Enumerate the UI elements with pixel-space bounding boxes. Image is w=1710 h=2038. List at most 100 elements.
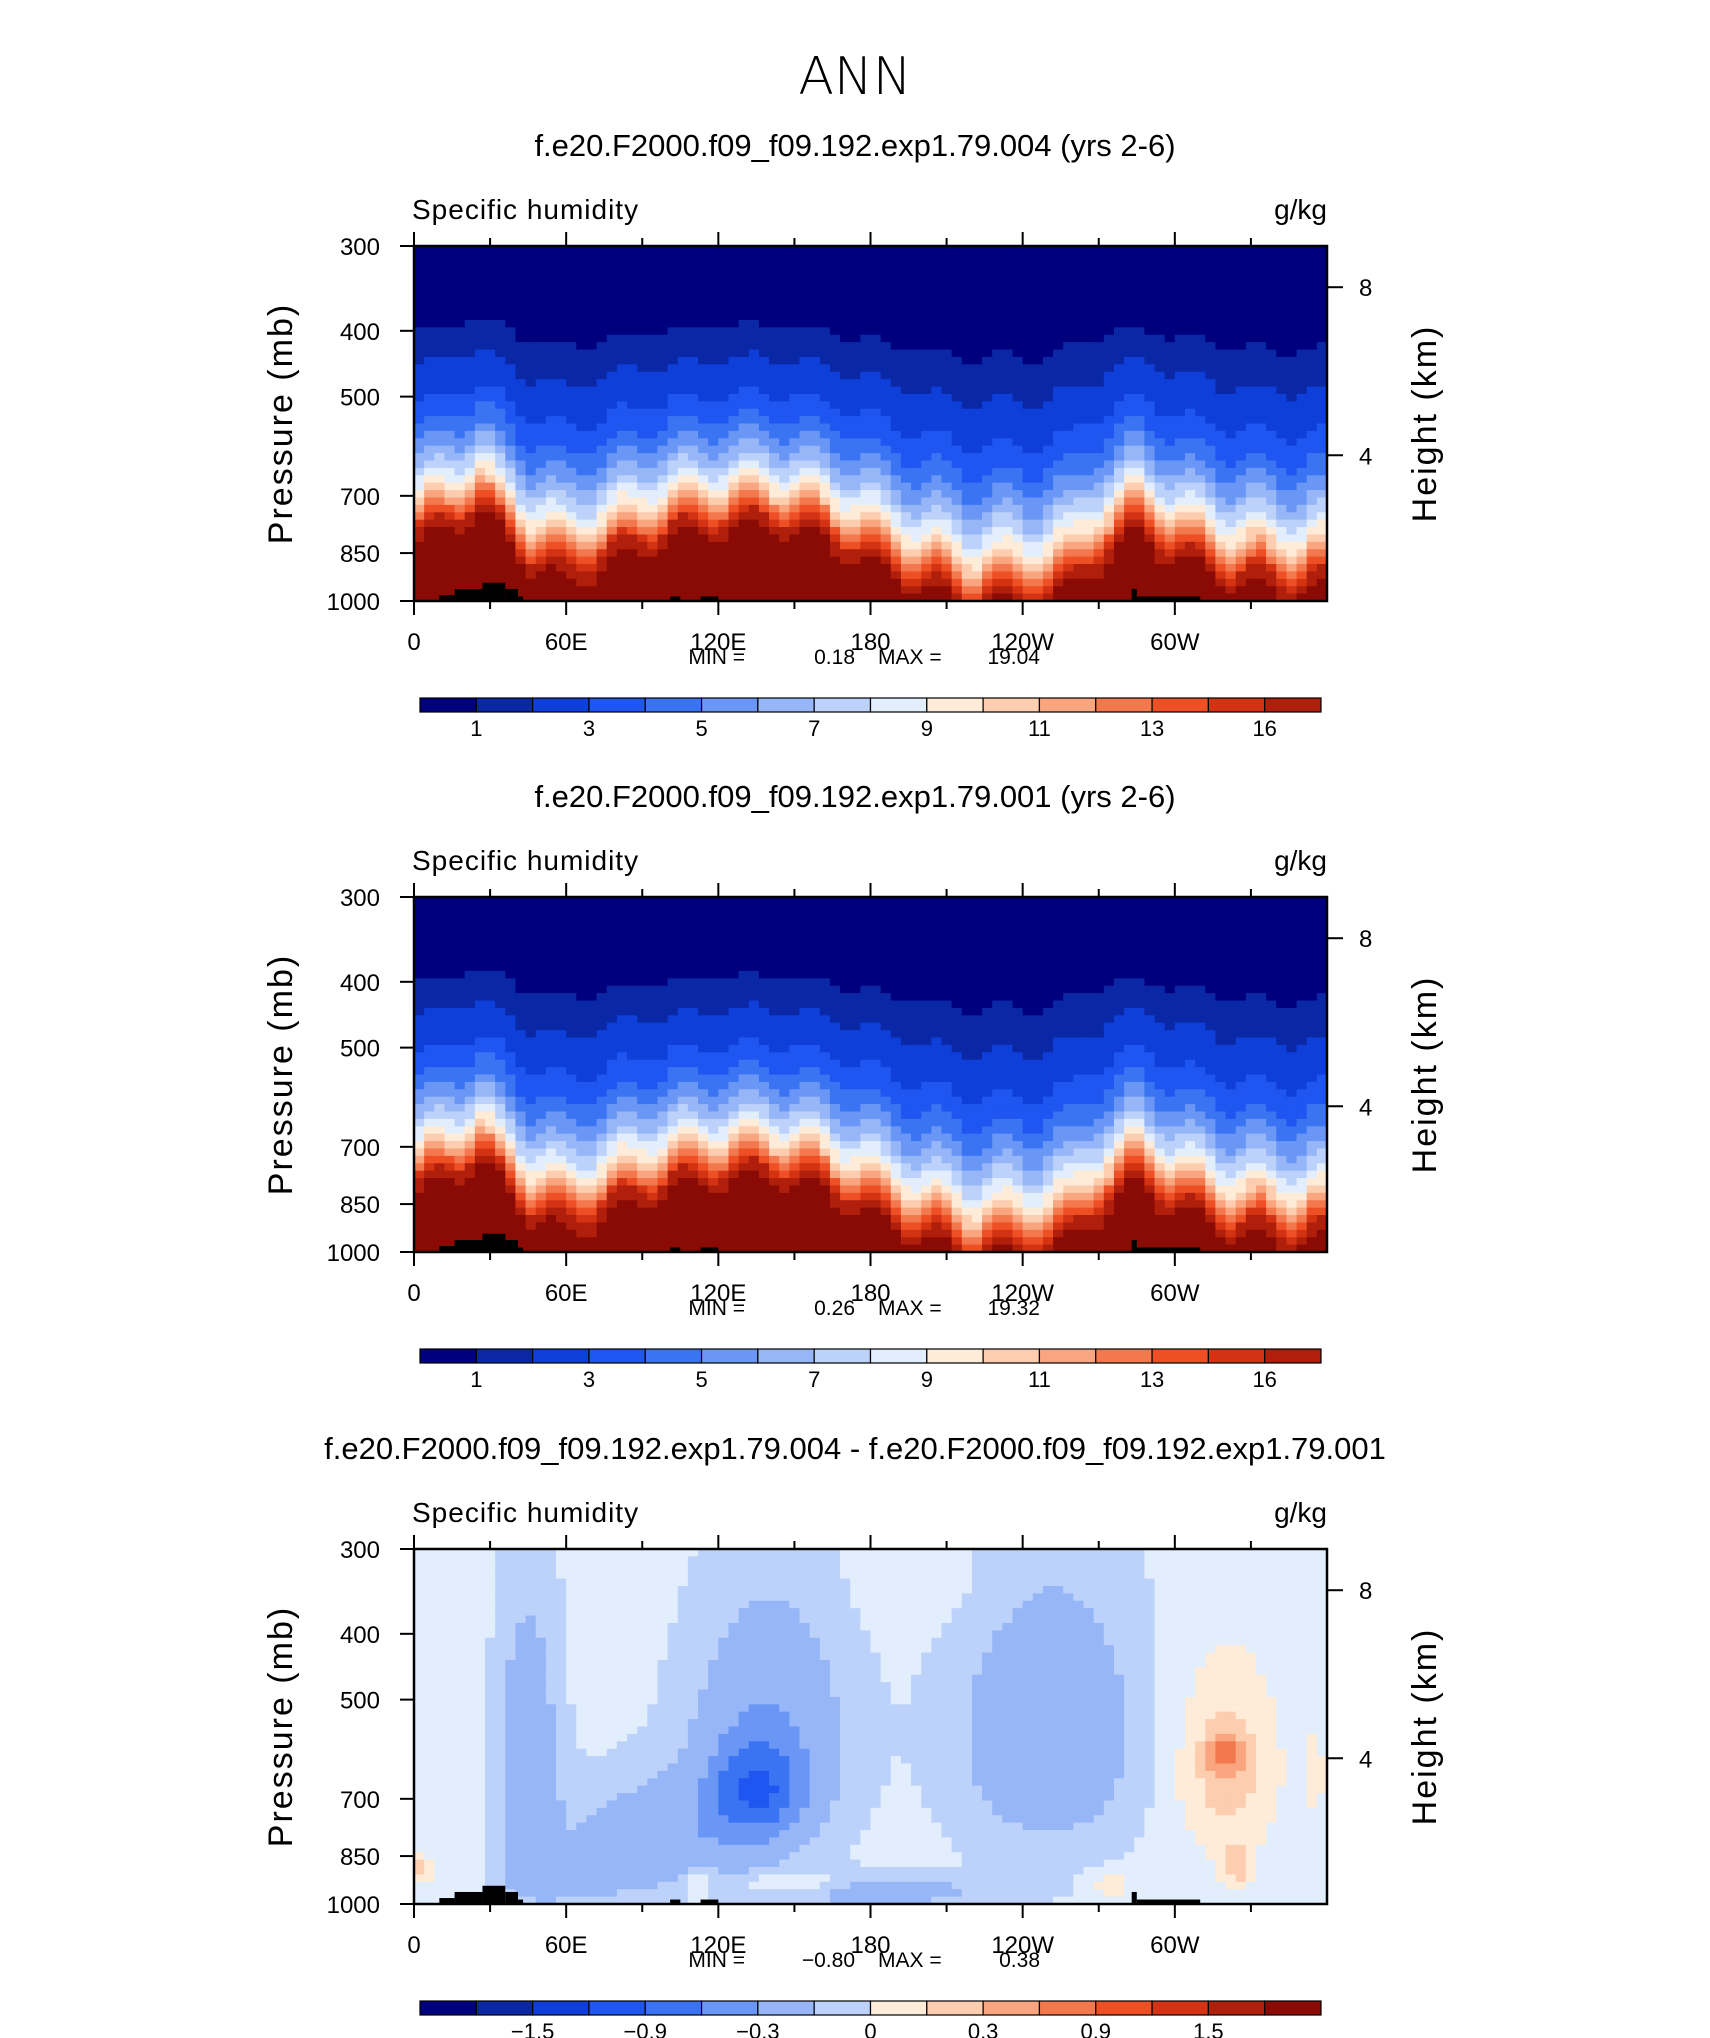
field-cell (1022, 445, 1034, 454)
field-cell (951, 430, 963, 439)
field-cell (769, 364, 780, 373)
field-cell (1215, 438, 1227, 447)
field-cell (464, 956, 476, 965)
field-cell (1002, 593, 1014, 602)
field-cell (931, 401, 943, 410)
field-cell (586, 586, 598, 595)
field-cell (444, 1037, 456, 1046)
field-cell (485, 1030, 496, 1039)
field-cell (545, 312, 557, 321)
field-cell (1245, 393, 1257, 402)
field-cell (1286, 282, 1298, 291)
field-cell (829, 297, 841, 306)
field-cell (1195, 586, 1206, 595)
field-cell (779, 364, 790, 373)
field-cell (789, 312, 801, 321)
field-cell (971, 564, 983, 573)
field-cell (840, 430, 851, 439)
field-cell (1215, 519, 1227, 528)
field-cell (718, 512, 730, 521)
field-cell (1266, 460, 1277, 469)
field-cell (789, 416, 801, 425)
field-cell (850, 290, 861, 299)
field-cell (1093, 593, 1105, 602)
field-cell (971, 586, 983, 595)
field-cell (616, 586, 628, 595)
field-cell (961, 268, 973, 277)
field-cell (1042, 490, 1054, 499)
field-cell (921, 460, 932, 469)
field-cell (515, 356, 527, 365)
field-cell (900, 246, 912, 254)
field-cell (951, 312, 963, 321)
stat-min-value: 0.18 (814, 646, 855, 669)
field-cell (961, 334, 973, 343)
field-cell (738, 408, 750, 417)
field-cell (566, 379, 577, 388)
field-cell (1144, 445, 1156, 454)
field-cell (728, 386, 740, 395)
field-cell (647, 342, 659, 351)
field-cell (677, 578, 689, 587)
field-cell (779, 342, 790, 351)
field-cell (1266, 246, 1277, 254)
field-cell (434, 919, 446, 928)
field-cell (890, 467, 902, 476)
field-cell (495, 1089, 506, 1098)
field-cell (819, 297, 831, 306)
field-cell (464, 926, 476, 935)
field-cell (911, 497, 922, 506)
field-cell (454, 897, 466, 905)
field-cell (1245, 475, 1257, 484)
field-cell (931, 334, 943, 343)
field-cell (1174, 534, 1186, 543)
field-cell (444, 312, 456, 321)
field-cell (779, 467, 790, 476)
field-cell (992, 305, 1003, 314)
field-cell (637, 253, 648, 262)
field-cell (414, 1104, 425, 1113)
field-cell (424, 334, 435, 343)
field-cell (414, 297, 425, 306)
field-cell (545, 549, 557, 558)
field-cell (982, 549, 993, 558)
field-cell (1022, 401, 1034, 410)
field-cell (1134, 312, 1145, 321)
field-cell (860, 460, 872, 469)
field-cell (424, 379, 435, 388)
field-cell (1144, 282, 1156, 291)
field-cell (1073, 342, 1085, 351)
field-cell (1042, 349, 1054, 358)
field-cell (1113, 593, 1125, 602)
field-cell (505, 1215, 517, 1224)
field-cell (880, 519, 892, 528)
field-cell (758, 246, 770, 254)
field-cell (971, 453, 983, 462)
field-cell (1235, 527, 1247, 536)
field-cell (1022, 408, 1034, 417)
field-cell (1266, 519, 1277, 528)
field-cell (748, 408, 760, 417)
field-cell (1306, 541, 1318, 550)
field-cell (1266, 386, 1277, 395)
field-cell (1093, 445, 1105, 454)
field-cell (860, 519, 872, 528)
field-cell (1113, 571, 1125, 580)
field-cell (1164, 527, 1176, 536)
field-cell (961, 297, 973, 306)
field-cell (951, 593, 963, 602)
field-cell (596, 490, 608, 499)
field-cell (1184, 578, 1196, 587)
field-cell (1164, 482, 1176, 491)
field-cell (1245, 571, 1257, 580)
field-cell (606, 423, 618, 432)
field-cell (1042, 586, 1054, 595)
field-cell (1073, 408, 1085, 417)
field-cell (576, 305, 588, 314)
field-cell (464, 1030, 476, 1039)
field-cell (900, 319, 912, 328)
field-cell (1266, 527, 1277, 536)
field-cell (485, 393, 496, 402)
field-cell (1032, 541, 1044, 550)
field-cell (444, 371, 456, 380)
